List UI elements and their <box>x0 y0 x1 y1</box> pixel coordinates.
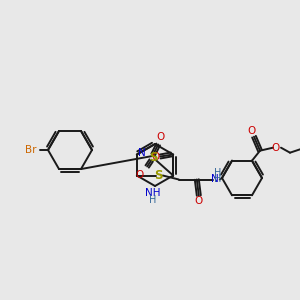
Text: O: O <box>156 131 164 142</box>
Text: S: S <box>154 169 163 182</box>
Text: H: H <box>214 175 221 184</box>
Text: NH: NH <box>145 188 161 198</box>
Text: Br: Br <box>25 145 37 155</box>
Text: O: O <box>272 143 280 153</box>
Text: H: H <box>149 195 157 205</box>
Text: N: N <box>138 148 146 158</box>
Text: O: O <box>151 152 159 161</box>
Text: O: O <box>195 196 203 206</box>
Text: O: O <box>135 169 143 179</box>
Text: S: S <box>149 151 158 164</box>
Text: N: N <box>211 175 219 184</box>
Text: O: O <box>248 126 256 136</box>
Text: H: H <box>214 169 221 178</box>
